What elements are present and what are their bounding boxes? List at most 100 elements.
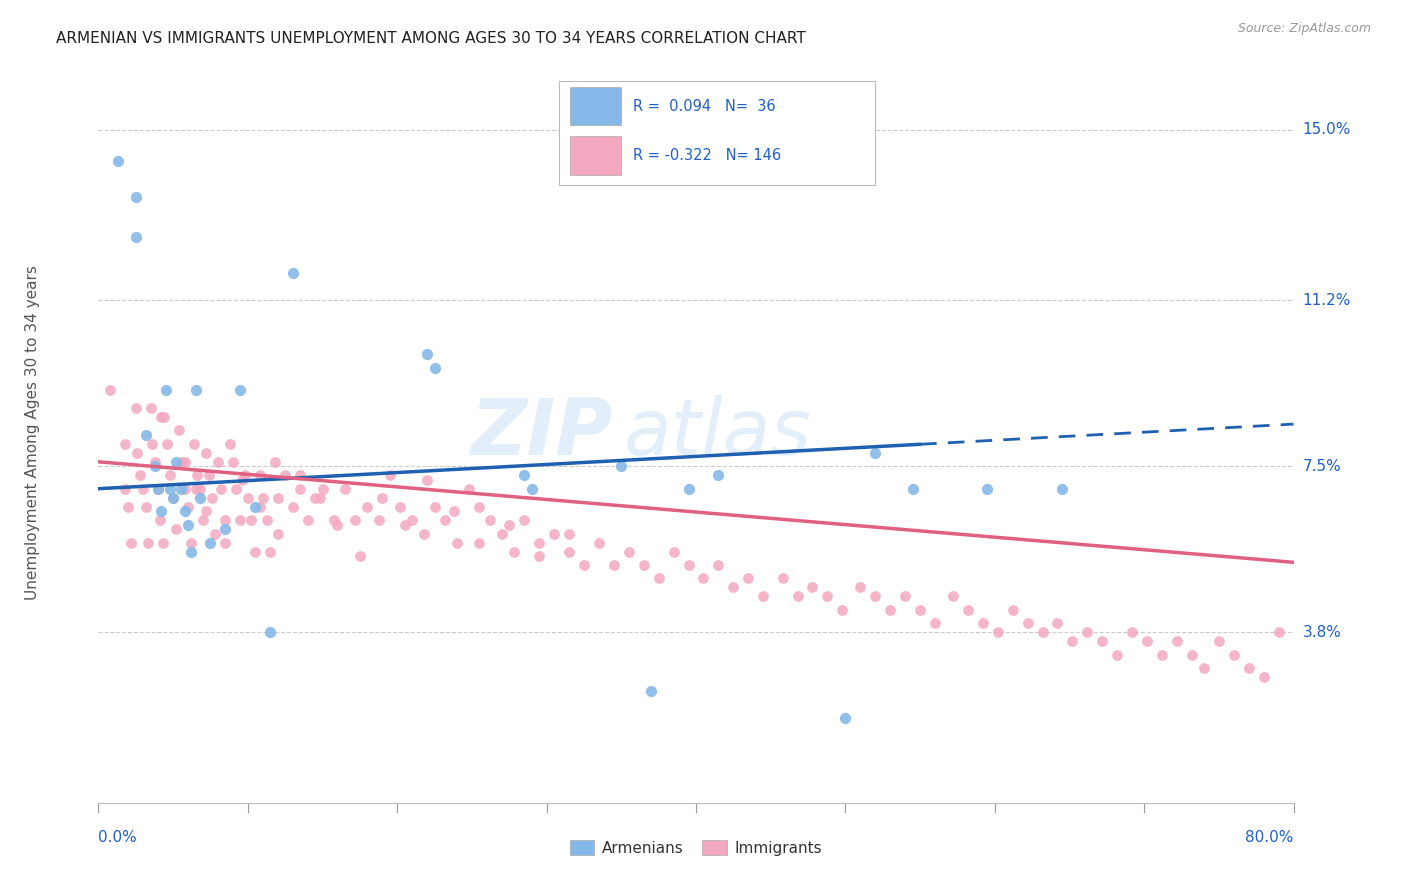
Point: [610, 459, 633, 474]
Point: [172, 455, 194, 469]
Point: [263, 455, 285, 469]
Point: [209, 482, 232, 496]
Point: [617, 544, 640, 558]
Text: Unemployment Among Ages 30 to 34 years: Unemployment Among Ages 30 to 34 years: [25, 265, 41, 600]
Point: [114, 437, 136, 451]
Point: [184, 383, 207, 397]
Text: 7.5%: 7.5%: [1302, 458, 1341, 474]
Point: [543, 526, 565, 541]
Point: [150, 409, 173, 424]
Point: [956, 603, 979, 617]
Point: [368, 513, 391, 527]
Point: [707, 468, 730, 483]
Point: [252, 491, 274, 505]
Point: [152, 535, 174, 549]
Point: [752, 590, 775, 604]
Point: [801, 581, 824, 595]
Point: [201, 491, 224, 505]
Point: [219, 437, 242, 451]
Point: [1046, 616, 1069, 631]
Point: [184, 482, 207, 496]
Text: 80.0%: 80.0%: [1246, 830, 1294, 845]
Point: [149, 513, 172, 527]
FancyBboxPatch shape: [571, 136, 620, 175]
Point: [107, 154, 129, 169]
Point: [159, 482, 181, 496]
Point: [423, 360, 446, 375]
Point: [1192, 661, 1215, 675]
Point: [188, 482, 211, 496]
Text: R = -0.322   N= 146: R = -0.322 N= 146: [633, 148, 780, 163]
Point: [125, 401, 148, 415]
Point: [195, 504, 218, 518]
Point: [308, 491, 330, 505]
Point: [894, 590, 917, 604]
Point: [236, 491, 259, 505]
Point: [1091, 634, 1114, 648]
Point: [156, 437, 179, 451]
Point: [786, 590, 808, 604]
Point: [1223, 648, 1246, 662]
Point: [141, 437, 163, 451]
Point: [633, 558, 655, 572]
Point: [588, 535, 610, 549]
Point: [288, 482, 311, 496]
Legend: Armenians, Immigrants: Armenians, Immigrants: [564, 834, 828, 862]
Point: [153, 409, 176, 424]
Point: [229, 383, 252, 397]
Point: [423, 500, 446, 514]
Point: [135, 500, 157, 514]
Point: [191, 513, 214, 527]
Point: [288, 468, 311, 483]
Point: [333, 482, 356, 496]
Point: [1152, 648, 1174, 662]
Point: [214, 535, 236, 549]
Point: [468, 500, 491, 514]
Point: [281, 266, 304, 280]
Point: [849, 581, 872, 595]
Point: [389, 500, 412, 514]
Point: [1181, 648, 1204, 662]
Point: [831, 603, 853, 617]
Point: [207, 455, 229, 469]
Point: [177, 517, 200, 532]
Point: [148, 482, 170, 496]
Point: [647, 571, 669, 585]
Point: [378, 468, 401, 483]
Point: [259, 625, 281, 640]
Point: [162, 491, 184, 505]
Point: [640, 683, 662, 698]
Point: [326, 517, 349, 532]
Point: [558, 544, 581, 558]
Point: [558, 526, 581, 541]
Point: [304, 491, 326, 505]
Point: [200, 535, 222, 549]
Point: [311, 482, 333, 496]
Point: [239, 513, 262, 527]
Point: [458, 482, 481, 496]
Point: [143, 459, 166, 474]
Point: [356, 500, 378, 514]
Point: [127, 446, 149, 460]
Point: [233, 468, 256, 483]
Point: [180, 544, 202, 558]
Point: [148, 482, 170, 496]
Point: [491, 526, 513, 541]
Point: [297, 513, 319, 527]
Text: 0.0%: 0.0%: [98, 830, 138, 845]
Point: [267, 491, 290, 505]
Point: [114, 482, 136, 496]
Point: [155, 383, 177, 397]
Point: [416, 347, 439, 361]
Point: [1121, 625, 1143, 640]
Point: [1062, 634, 1084, 648]
Text: 3.8%: 3.8%: [1302, 624, 1341, 640]
Point: [1017, 616, 1039, 631]
Point: [188, 491, 211, 505]
Point: [815, 590, 838, 604]
Point: [723, 581, 745, 595]
Point: [678, 558, 700, 572]
Point: [478, 513, 501, 527]
Point: [139, 401, 162, 415]
Point: [120, 535, 142, 549]
